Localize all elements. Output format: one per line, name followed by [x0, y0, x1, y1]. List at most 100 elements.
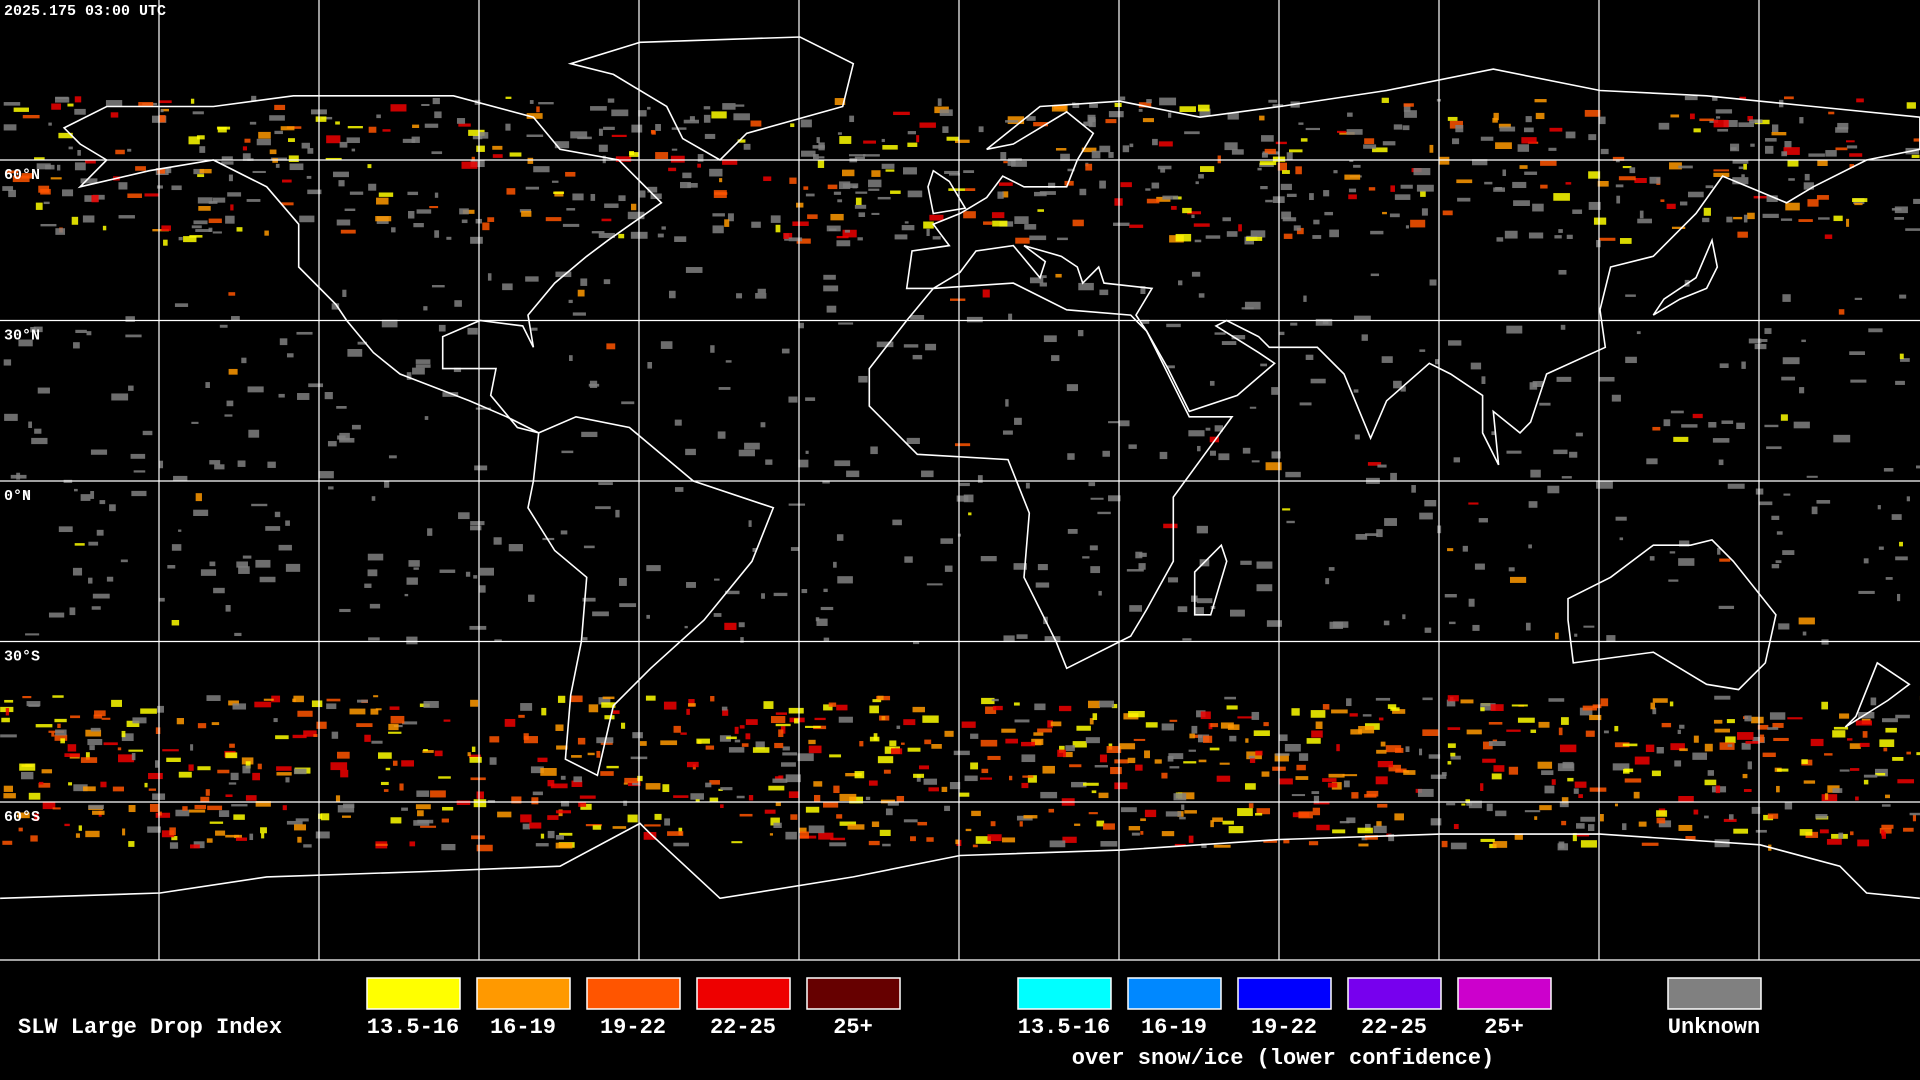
- cloud-pixel: [60, 738, 65, 744]
- cloud-pixel: [271, 695, 281, 703]
- cloud-pixel: [1277, 162, 1287, 171]
- cloud-pixel: [1597, 180, 1609, 187]
- cloud-pixel: [1168, 753, 1184, 760]
- cloud-pixel: [846, 470, 860, 478]
- cloud-pixel: [1862, 731, 1868, 738]
- cloud-pixel: [1274, 753, 1289, 762]
- cloud-pixel: [1708, 421, 1717, 428]
- cloud-pixel: [1373, 825, 1387, 834]
- cloud-pixel: [953, 750, 970, 756]
- cloud-pixel: [1021, 782, 1029, 789]
- cloud-pixel: [1402, 614, 1406, 620]
- cloud-pixel: [1140, 831, 1144, 835]
- cloud-pixel: [800, 119, 812, 128]
- cloud-pixel: [1717, 547, 1721, 555]
- cloud-pixel: [465, 571, 471, 577]
- cloud-pixel: [881, 716, 886, 721]
- cloud-pixel: [555, 271, 572, 278]
- cloud-pixel: [1767, 727, 1779, 730]
- cloud-pixel: [1161, 831, 1175, 837]
- cloud-pixel: [1600, 814, 1604, 822]
- cloud-pixel: [1863, 779, 1869, 785]
- cloud-pixel: [408, 560, 420, 567]
- cloud-pixel: [801, 150, 816, 157]
- cloud-pixel: [251, 95, 257, 102]
- cloud-pixel: [559, 832, 573, 836]
- cloud-pixel: [1388, 834, 1395, 842]
- cloud-pixel: [799, 831, 809, 839]
- cloud-pixel: [1839, 769, 1850, 772]
- cloud-pixel: [1138, 102, 1152, 108]
- cloud-pixel: [1135, 551, 1143, 559]
- cloud-pixel: [1525, 622, 1531, 631]
- cloud-pixel: [160, 109, 164, 113]
- cloud-pixel: [755, 741, 765, 750]
- cloud-pixel: [1179, 106, 1196, 112]
- cloud-pixel: [1099, 700, 1114, 708]
- cloud-pixel: [805, 397, 816, 401]
- cloud-pixel: [75, 833, 80, 838]
- cloud-pixel: [1576, 834, 1590, 837]
- cloud-pixel: [1615, 184, 1624, 188]
- cloud-pixel: [1858, 590, 1875, 594]
- coastline: [868, 282, 1234, 670]
- cloud-pixel: [1588, 134, 1597, 141]
- cloud-pixel: [561, 450, 574, 454]
- cloud-pixel: [497, 811, 512, 818]
- cloud-pixel: [1615, 516, 1627, 521]
- cloud-pixel: [881, 163, 895, 169]
- cloud-pixel: [1747, 761, 1752, 770]
- cloud-pixel: [1460, 699, 1474, 704]
- cloud-pixel: [1357, 827, 1373, 834]
- cloud-pixel: [955, 839, 960, 845]
- cloud-pixel: [1612, 156, 1625, 161]
- cloud-pixel: [411, 136, 420, 143]
- cloud-pixel: [871, 170, 881, 177]
- cloud-pixel: [1486, 803, 1493, 812]
- cloud-pixel: [583, 545, 595, 549]
- cloud-pixel: [1313, 219, 1320, 225]
- cloud-pixel: [1191, 725, 1198, 734]
- cloud-pixel: [709, 168, 723, 177]
- cloud-pixel: [1738, 166, 1744, 170]
- cloud-pixel: [188, 136, 200, 145]
- cloud-pixel: [1222, 217, 1231, 222]
- cloud-pixel: [1806, 475, 1818, 478]
- cloud-pixel: [1819, 829, 1829, 834]
- cloud-pixel: [1598, 237, 1616, 241]
- cloud-pixel: [705, 782, 712, 788]
- cloud-pixel: [910, 314, 925, 320]
- cloud-pixel: [1197, 445, 1201, 452]
- cloud-pixel: [1566, 234, 1573, 239]
- cloud-pixel: [58, 132, 73, 139]
- cloud-pixel: [276, 766, 292, 771]
- cloud-pixel: [175, 809, 190, 817]
- cloud-pixel: [1099, 145, 1111, 153]
- cloud-pixel: [1168, 112, 1172, 118]
- cloud-pixel: [525, 186, 540, 190]
- latitude-label: 0°N: [4, 488, 31, 505]
- cloud-pixel: [423, 701, 439, 708]
- cloud-pixel: [1351, 792, 1359, 799]
- cloud-pixel: [1652, 707, 1657, 715]
- cloud-pixel: [1422, 697, 1433, 701]
- cloud-pixel: [647, 362, 653, 369]
- cloud-pixel: [1141, 319, 1150, 324]
- cloud-pixel: [176, 718, 185, 725]
- cloud-pixel: [1049, 840, 1066, 848]
- cloud-pixel: [797, 753, 814, 762]
- cloud-pixel: [1747, 116, 1753, 122]
- cloud-pixel: [1599, 376, 1615, 382]
- cloud-pixel: [364, 734, 371, 742]
- cloud-pixel: [1278, 778, 1293, 785]
- cloud-pixel: [1661, 722, 1672, 728]
- cloud-pixel: [1202, 735, 1213, 743]
- cloud-pixel: [1737, 231, 1748, 238]
- cloud-pixel: [1286, 193, 1297, 198]
- cloud-pixel: [926, 228, 930, 237]
- cloud-pixel: [1765, 138, 1777, 142]
- cloud-pixel: [390, 715, 405, 724]
- cloud-pixel: [792, 221, 809, 226]
- cloud-pixel: [1069, 764, 1082, 768]
- cloud-pixel: [470, 521, 485, 526]
